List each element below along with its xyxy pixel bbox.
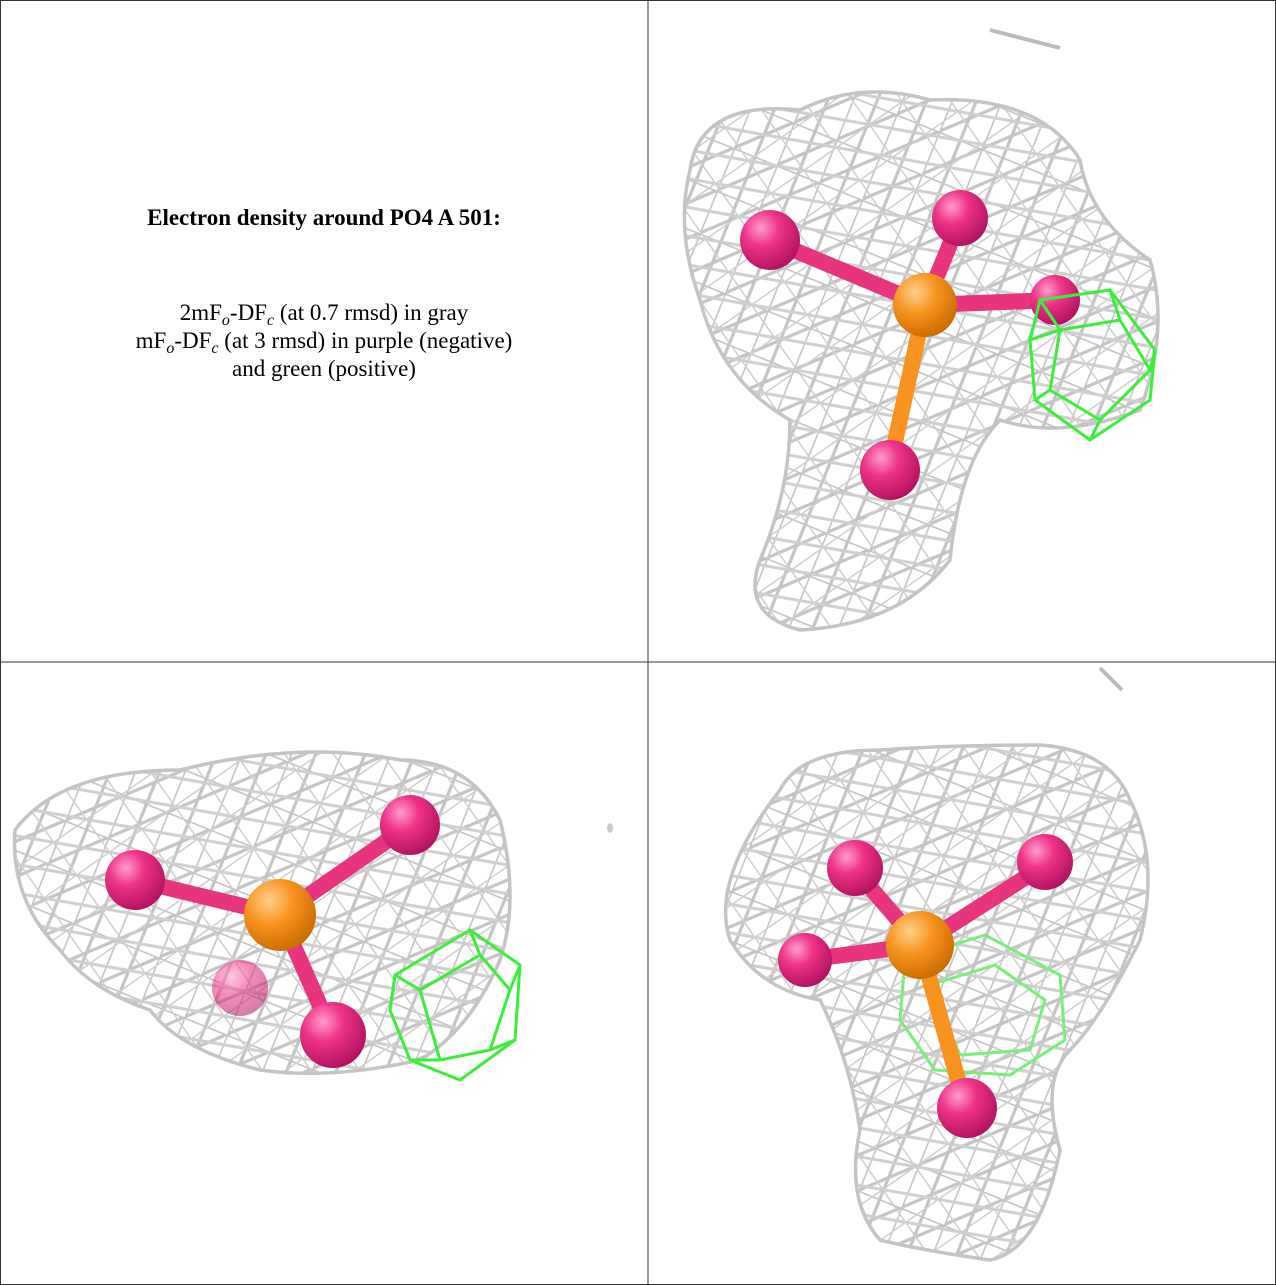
- caption-text: mF: [136, 328, 167, 353]
- caption-text: and green (positive): [232, 356, 416, 381]
- caption-line: and green (positive): [0, 355, 648, 383]
- caption-text: 2mF: [180, 300, 222, 325]
- caption: Electron density around PO4 A 501: 2mFo-…: [0, 205, 648, 383]
- caption-text: (at 0.7 rmsd) in gray: [274, 300, 468, 325]
- subscript: c: [211, 340, 218, 357]
- density-view-1: [660, 30, 1180, 660]
- caption-line: mFo-DFc (at 3 rmsd) in purple (negative): [0, 327, 648, 355]
- caption-line: 2mFo-DFc (at 0.7 rmsd) in gray: [0, 299, 648, 327]
- caption-text: -DF: [174, 328, 211, 353]
- page: Electron density around PO4 A 501: 2mFo-…: [0, 0, 1276, 1285]
- figure: [0, 0, 1276, 1285]
- density-view-3: [700, 668, 1180, 1275]
- density-view-2: [0, 730, 613, 1090]
- caption-text: -DF: [230, 300, 267, 325]
- stray-bond: [990, 30, 1060, 48]
- caption-title: Electron density around PO4 A 501:: [0, 205, 648, 231]
- caption-text: (at 3 rmsd) in purple (negative): [219, 328, 513, 353]
